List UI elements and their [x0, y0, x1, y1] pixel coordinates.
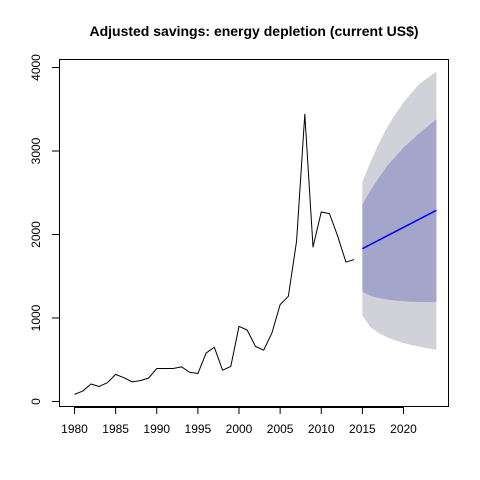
x-tick-label: 2005 — [267, 422, 294, 436]
chart-title: Adjusted savings: energy depletion (curr… — [89, 23, 418, 39]
y-tick-label: 4000 — [29, 54, 43, 81]
plot-area — [74, 71, 437, 395]
x-tick-label: 2020 — [390, 422, 417, 436]
x-tick-label: 1995 — [185, 422, 212, 436]
forecast-line — [362, 209, 437, 250]
x-tick-label: 1985 — [102, 422, 129, 436]
x-tick-label: 2015 — [349, 422, 376, 436]
y-tick-label: 2000 — [29, 221, 43, 248]
y-tick-label: 1000 — [29, 304, 43, 331]
y-tick-label: 3000 — [29, 137, 43, 164]
x-tick-label: 2010 — [308, 422, 335, 436]
y-tick-label: 0 — [29, 398, 43, 405]
forecast-band-inner — [362, 119, 437, 303]
x-tick-label: 2000 — [226, 422, 253, 436]
axes: 1980 1985 1990 1995 2000 2005 2010 2015 2020 0 100… — [29, 54, 449, 436]
x-tick-label: 1990 — [143, 422, 170, 436]
x-tick-label: 1980 — [61, 422, 88, 436]
history-line — [74, 113, 355, 395]
